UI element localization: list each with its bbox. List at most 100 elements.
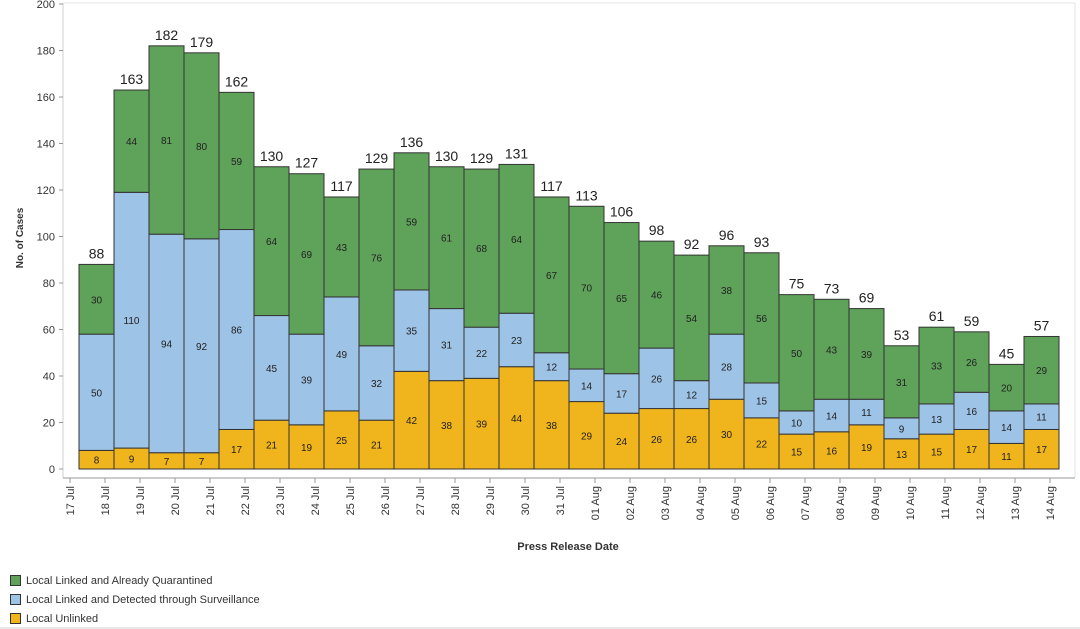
bar-segment <box>778 294 815 412</box>
bar-value-label: 54 <box>686 314 698 325</box>
bar-value-label: 68 <box>476 244 488 255</box>
x-tick-label: 30 Jul <box>520 486 532 515</box>
x-tick-label: 28 Jul <box>450 486 462 515</box>
bar-total-label: 129 <box>470 150 494 166</box>
bar-value-label: 32 <box>371 379 383 390</box>
bar-segment <box>918 433 955 470</box>
bar-total-label: 163 <box>120 71 144 87</box>
bar-segment <box>883 438 920 470</box>
bar-total-label: 131 <box>505 145 529 161</box>
legend: Local Linked and Already Quarantined Loc… <box>10 571 260 628</box>
x-tick-label: 12 Aug <box>975 486 987 520</box>
bar-segment <box>953 428 990 470</box>
bar-value-label: 86 <box>231 326 243 337</box>
bar-value-label: 35 <box>406 327 418 338</box>
bar-total-label: 61 <box>929 308 945 324</box>
bar-value-label: 64 <box>266 237 278 248</box>
bar-segment <box>533 196 570 354</box>
bar-value-label: 31 <box>441 341 453 352</box>
bar-total-label: 130 <box>435 148 459 164</box>
bar-segment <box>428 166 465 310</box>
y-tick-label: 20 <box>43 418 55 430</box>
bar-value-label: 15 <box>791 448 803 459</box>
bar-segment <box>78 263 115 335</box>
bar-segment <box>113 191 150 449</box>
y-tick-label: 60 <box>43 325 55 337</box>
x-tick-label: 25 Jul <box>345 486 357 515</box>
bar-value-label: 29 <box>581 431 593 442</box>
bar-value-label: 9 <box>129 455 135 466</box>
x-tick-label: 04 Aug <box>695 486 707 520</box>
bar-total-label: 57 <box>1034 317 1050 333</box>
bar-segment <box>568 205 605 370</box>
y-tick-label: 80 <box>43 278 55 290</box>
x-tick-label: 09 Aug <box>870 486 882 520</box>
bar-segment <box>603 373 640 414</box>
bottom-divider <box>0 627 1080 629</box>
bar-segment <box>498 366 535 470</box>
x-tick-label: 17 Jul <box>65 486 77 515</box>
bar-segment <box>498 163 535 314</box>
bar-value-label: 7 <box>199 457 205 468</box>
bar-value-label: 21 <box>371 441 383 452</box>
bar-value-label: 38 <box>441 421 453 432</box>
bar-value-label: 20 <box>1001 384 1013 395</box>
bar-value-label: 24 <box>616 437 628 448</box>
bar-segment <box>603 412 640 470</box>
bar-segment <box>393 152 430 291</box>
x-tick-label: 27 Jul <box>415 486 427 515</box>
bar-value-label: 13 <box>896 450 908 461</box>
bar-value-label: 14 <box>826 412 838 423</box>
x-axis-title: Press Release Date <box>517 541 619 553</box>
bar-segment <box>183 238 220 454</box>
bar-value-label: 14 <box>581 381 593 392</box>
bar-segment <box>848 398 885 426</box>
bar-value-label: 44 <box>126 137 138 148</box>
bar-segment <box>918 326 955 405</box>
x-tick-label: 24 Jul <box>310 486 322 515</box>
bar-segment <box>708 398 745 470</box>
bar-total-label: 69 <box>859 290 875 306</box>
legend-item-unlinked: Local Unlinked <box>10 609 260 628</box>
bar-value-label: 29 <box>1036 366 1048 377</box>
y-tick-label: 140 <box>37 139 55 151</box>
x-tick-label: 22 Jul <box>240 486 252 515</box>
x-tick-label: 03 Aug <box>660 486 672 520</box>
bar-segment <box>288 424 325 470</box>
bar-value-label: 110 <box>124 316 140 327</box>
y-tick-label: 180 <box>37 46 55 58</box>
bar-value-label: 14 <box>1001 423 1013 434</box>
x-tick-label: 07 Aug <box>800 486 812 520</box>
bar-value-label: 39 <box>861 350 873 361</box>
bar-segment <box>743 417 780 470</box>
bar-total-label: 59 <box>964 313 980 329</box>
bar-segment <box>988 363 1025 412</box>
bar-value-label: 25 <box>336 436 348 447</box>
x-tick-label: 10 Aug <box>905 486 917 520</box>
y-tick-label: 160 <box>37 92 55 104</box>
bar-value-label: 26 <box>686 435 698 446</box>
bar-total-label: 45 <box>999 345 1015 361</box>
bar-value-label: 76 <box>371 253 383 264</box>
bar-value-label: 43 <box>826 345 838 356</box>
bar-value-label: 22 <box>756 439 768 450</box>
legend-item-quarantined: Local Linked and Already Quarantined <box>10 571 260 590</box>
bar-total-label: 130 <box>260 148 284 164</box>
bar-value-label: 30 <box>91 295 103 306</box>
bar-segment <box>253 419 290 470</box>
bar-segment <box>708 245 745 335</box>
x-tick-label: 02 Aug <box>625 486 637 520</box>
bar-value-label: 13 <box>931 415 943 426</box>
bar-total-label: 117 <box>540 178 563 194</box>
bar-value-label: 69 <box>301 250 313 261</box>
bar-total-label: 182 <box>155 27 179 43</box>
bar-value-label: 65 <box>616 294 628 305</box>
x-tick-label: 19 Jul <box>135 486 147 515</box>
bar-value-label: 46 <box>651 291 663 302</box>
bar-segment <box>533 380 570 470</box>
bar-segment <box>288 333 325 426</box>
bar-segment <box>148 45 185 235</box>
bar-value-label: 26 <box>651 435 663 446</box>
bar-value-label: 67 <box>546 271 558 282</box>
x-tick-label: 06 Aug <box>765 486 777 520</box>
